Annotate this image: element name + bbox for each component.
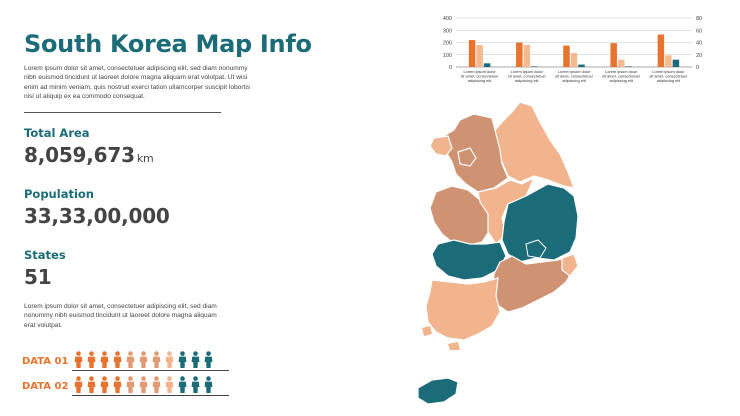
chart-category-label: sit amet, consectetuer xyxy=(555,74,594,79)
data-02-label: DATA 02 xyxy=(22,381,69,392)
chart-bar xyxy=(531,66,538,67)
map-region-jeju[interactable] xyxy=(417,377,459,405)
population-value: 33,33,00,000 xyxy=(24,204,170,228)
chart-category-label: Lorem ipsum dolor xyxy=(652,69,685,74)
map-region-chungnam[interactable] xyxy=(429,185,491,247)
chart-bar xyxy=(617,59,625,67)
chart-bar xyxy=(657,34,665,67)
person-icon xyxy=(152,376,161,393)
person-icon xyxy=(87,351,96,368)
chart-category-label: Lorem ipsum dolor xyxy=(511,69,544,74)
chart-bar xyxy=(578,64,585,67)
person-icon xyxy=(74,351,83,368)
map-region-incheon[interactable] xyxy=(429,135,453,157)
chart-category-label: adipiscing elit xyxy=(610,78,634,83)
page-title: South Korea Map Info xyxy=(24,30,312,58)
map-region-ulsan[interactable] xyxy=(561,253,579,277)
chart-category-label: Lorem ipsum dolor xyxy=(463,69,496,74)
chart-y2-tick-label: 40 xyxy=(696,41,702,47)
chart-bar xyxy=(610,43,617,67)
chart-category-label: adipiscing elit xyxy=(657,78,681,83)
chart-bar xyxy=(563,45,570,67)
total-area-label: Total Area xyxy=(24,126,90,140)
person-icon xyxy=(204,376,213,393)
total-area-value: 8,059,673 km xyxy=(24,143,154,167)
person-icon xyxy=(191,351,200,368)
chart-bar xyxy=(476,44,483,67)
person-icon xyxy=(178,351,187,368)
map-region-gyeongbuk[interactable] xyxy=(501,183,579,263)
states-label: States xyxy=(24,248,66,262)
person-icon xyxy=(165,376,174,393)
data-02-baseline xyxy=(72,395,229,396)
chart-bar xyxy=(570,52,578,67)
map-region-daegu[interactable] xyxy=(525,239,547,259)
chart-y-tick-label: 300 xyxy=(443,28,452,34)
states-value: 51 xyxy=(24,265,52,289)
chart-bar xyxy=(468,40,476,67)
person-icon xyxy=(191,376,200,393)
map-region-jeonnam[interactable] xyxy=(425,277,501,341)
map-island-s xyxy=(448,342,460,350)
chart-y-tick-label: 200 xyxy=(443,41,452,47)
chart-y2-tick-label: 20 xyxy=(696,53,702,59)
note-paragraph: Lorem ipsum dolor sit amet, consectetuer… xyxy=(24,303,217,329)
intro-paragraph: Lorem ipsum dolor sit amet, consectetuer… xyxy=(24,65,251,100)
person-icon xyxy=(100,376,109,393)
chart-category-label: adipiscing elit xyxy=(468,78,492,83)
map-region-seoul[interactable] xyxy=(457,147,477,167)
map-island-sw xyxy=(422,326,432,336)
chart-category-label: sit amet, consectetuer xyxy=(461,74,500,79)
south-korea-map xyxy=(417,101,579,405)
map-region-chungbuk[interactable] xyxy=(477,176,536,245)
chart-category-label: Lorem ipsum dolor xyxy=(605,69,638,74)
chart-bar xyxy=(625,66,632,67)
chart-category-label: adipiscing elit xyxy=(515,78,539,83)
data-01-people-row xyxy=(72,351,215,369)
chart-bar xyxy=(672,59,680,67)
chart-bar xyxy=(516,42,523,67)
data-01-baseline xyxy=(72,370,229,371)
chart-category-label: sit amet, consectetuer xyxy=(602,74,641,79)
person-icon xyxy=(139,351,148,368)
chart-bar xyxy=(665,55,672,67)
chart-y2-tick-label: 80 xyxy=(696,16,702,22)
chart-bar xyxy=(483,63,491,67)
chart-y-tick-label: 400 xyxy=(443,16,452,22)
chart-category-label: Lorem ipsum dolor xyxy=(558,69,591,74)
person-icon xyxy=(100,351,109,368)
person-icon xyxy=(113,376,122,393)
total-area-unit: km xyxy=(136,152,154,165)
person-icon xyxy=(152,351,161,368)
chart-bar xyxy=(523,44,531,67)
population-label: Population xyxy=(24,187,94,201)
person-icon xyxy=(204,351,213,368)
person-icon xyxy=(87,376,96,393)
chart-y2-tick-label: 0 xyxy=(696,65,699,71)
chart-y2-tick-label: 60 xyxy=(696,28,702,34)
data-02-people-row xyxy=(72,376,215,394)
chart-category-label: adipiscing elit xyxy=(562,78,586,83)
person-icon xyxy=(126,351,135,368)
person-icon xyxy=(165,351,174,368)
chart-category-label: sit amet, consectetuer xyxy=(508,74,547,79)
data-01-label: DATA 01 xyxy=(22,356,69,367)
person-icon xyxy=(113,351,122,368)
person-icon xyxy=(126,376,135,393)
person-icon xyxy=(178,376,187,393)
chart-y-tick-label: 0 xyxy=(449,65,452,71)
chart-y-tick-label: 100 xyxy=(443,53,452,59)
person-icon xyxy=(74,376,83,393)
intro-divider xyxy=(24,112,221,113)
total-area-number: 8,059,673 xyxy=(24,143,135,167)
person-icon xyxy=(139,376,148,393)
chart-category-label: sit amet, consectetuer xyxy=(649,74,688,79)
